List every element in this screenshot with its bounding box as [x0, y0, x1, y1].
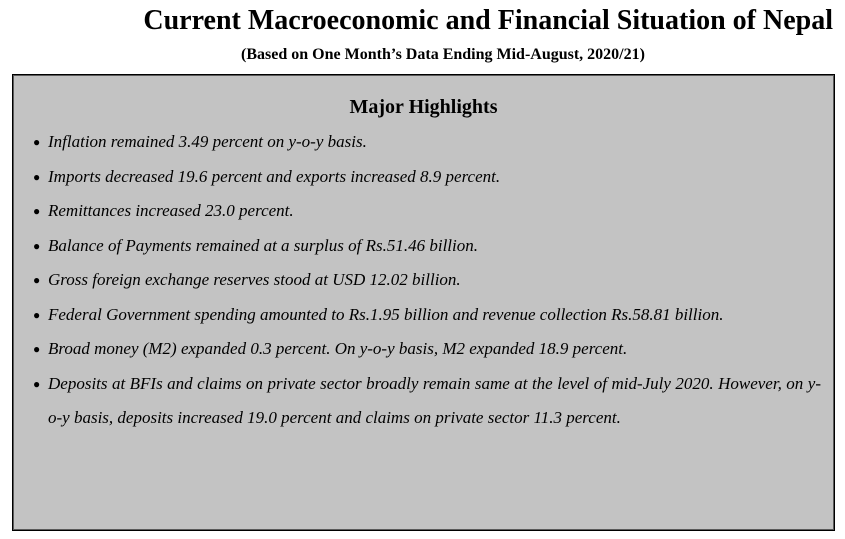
bullet-icon: ●	[33, 169, 41, 184]
bullet-icon: ●	[33, 238, 41, 253]
bullet-icon: ●	[33, 135, 41, 149]
highlight-item-trade: ● Imports decreased 19.6 percent and exp…	[31, 160, 821, 195]
bullet-icon: ●	[33, 376, 41, 391]
highlight-item-balance-of-payments: ● Balance of Payments remained at a surp…	[31, 229, 821, 264]
bullet-icon: ●	[33, 307, 41, 322]
bullet-icon: ●	[33, 273, 41, 287]
highlight-item-government-spending: ● Federal Government spending amounted t…	[31, 298, 821, 333]
highlights-heading: Major Highlights	[349, 96, 498, 118]
bullet-icon: ●	[33, 342, 41, 356]
highlight-text: Imports decreased 19.6 percent and expor…	[48, 166, 501, 186]
highlight-item-remittances: ● Remittances increased 23.0 percent.	[31, 194, 821, 229]
highlight-text: Deposits at BFIs and claims on private s…	[48, 373, 821, 428]
highlight-item-deposits: ● Deposits at BFIs and claims on private…	[31, 367, 821, 436]
highlight-text: Federal Government spending amounted to …	[48, 304, 724, 324]
highlight-item-reserves: ● Gross foreign exchange reserves stood …	[31, 263, 821, 298]
highlight-item-broad-money: ● Broad money (M2) expanded 0.3 percent.…	[31, 332, 821, 367]
page-subtitle: (Based on One Month’s Data Ending Mid-Au…	[241, 46, 645, 63]
page-title: Current Macroeconomic and Financial Situ…	[143, 5, 833, 36]
highlight-text: Gross foreign exchange reserves stood at…	[48, 270, 461, 289]
bullet-icon: ●	[33, 204, 41, 218]
highlight-text: Remittances increased 23.0 percent.	[48, 201, 294, 220]
highlight-item-inflation: ● Inflation remained 3.49 percent on y-o…	[31, 125, 821, 160]
highlight-text: Broad money (M2) expanded 0.3 percent. O…	[48, 339, 628, 358]
highlights-box: Major Highlights ● Inflation remained 3.…	[12, 74, 835, 531]
highlights-list: ● Inflation remained 3.49 percent on y-o…	[31, 125, 821, 436]
highlight-text: Inflation remained 3.49 percent on y-o-y…	[48, 132, 367, 151]
highlight-text: Balance of Payments remained at a surplu…	[48, 235, 478, 255]
